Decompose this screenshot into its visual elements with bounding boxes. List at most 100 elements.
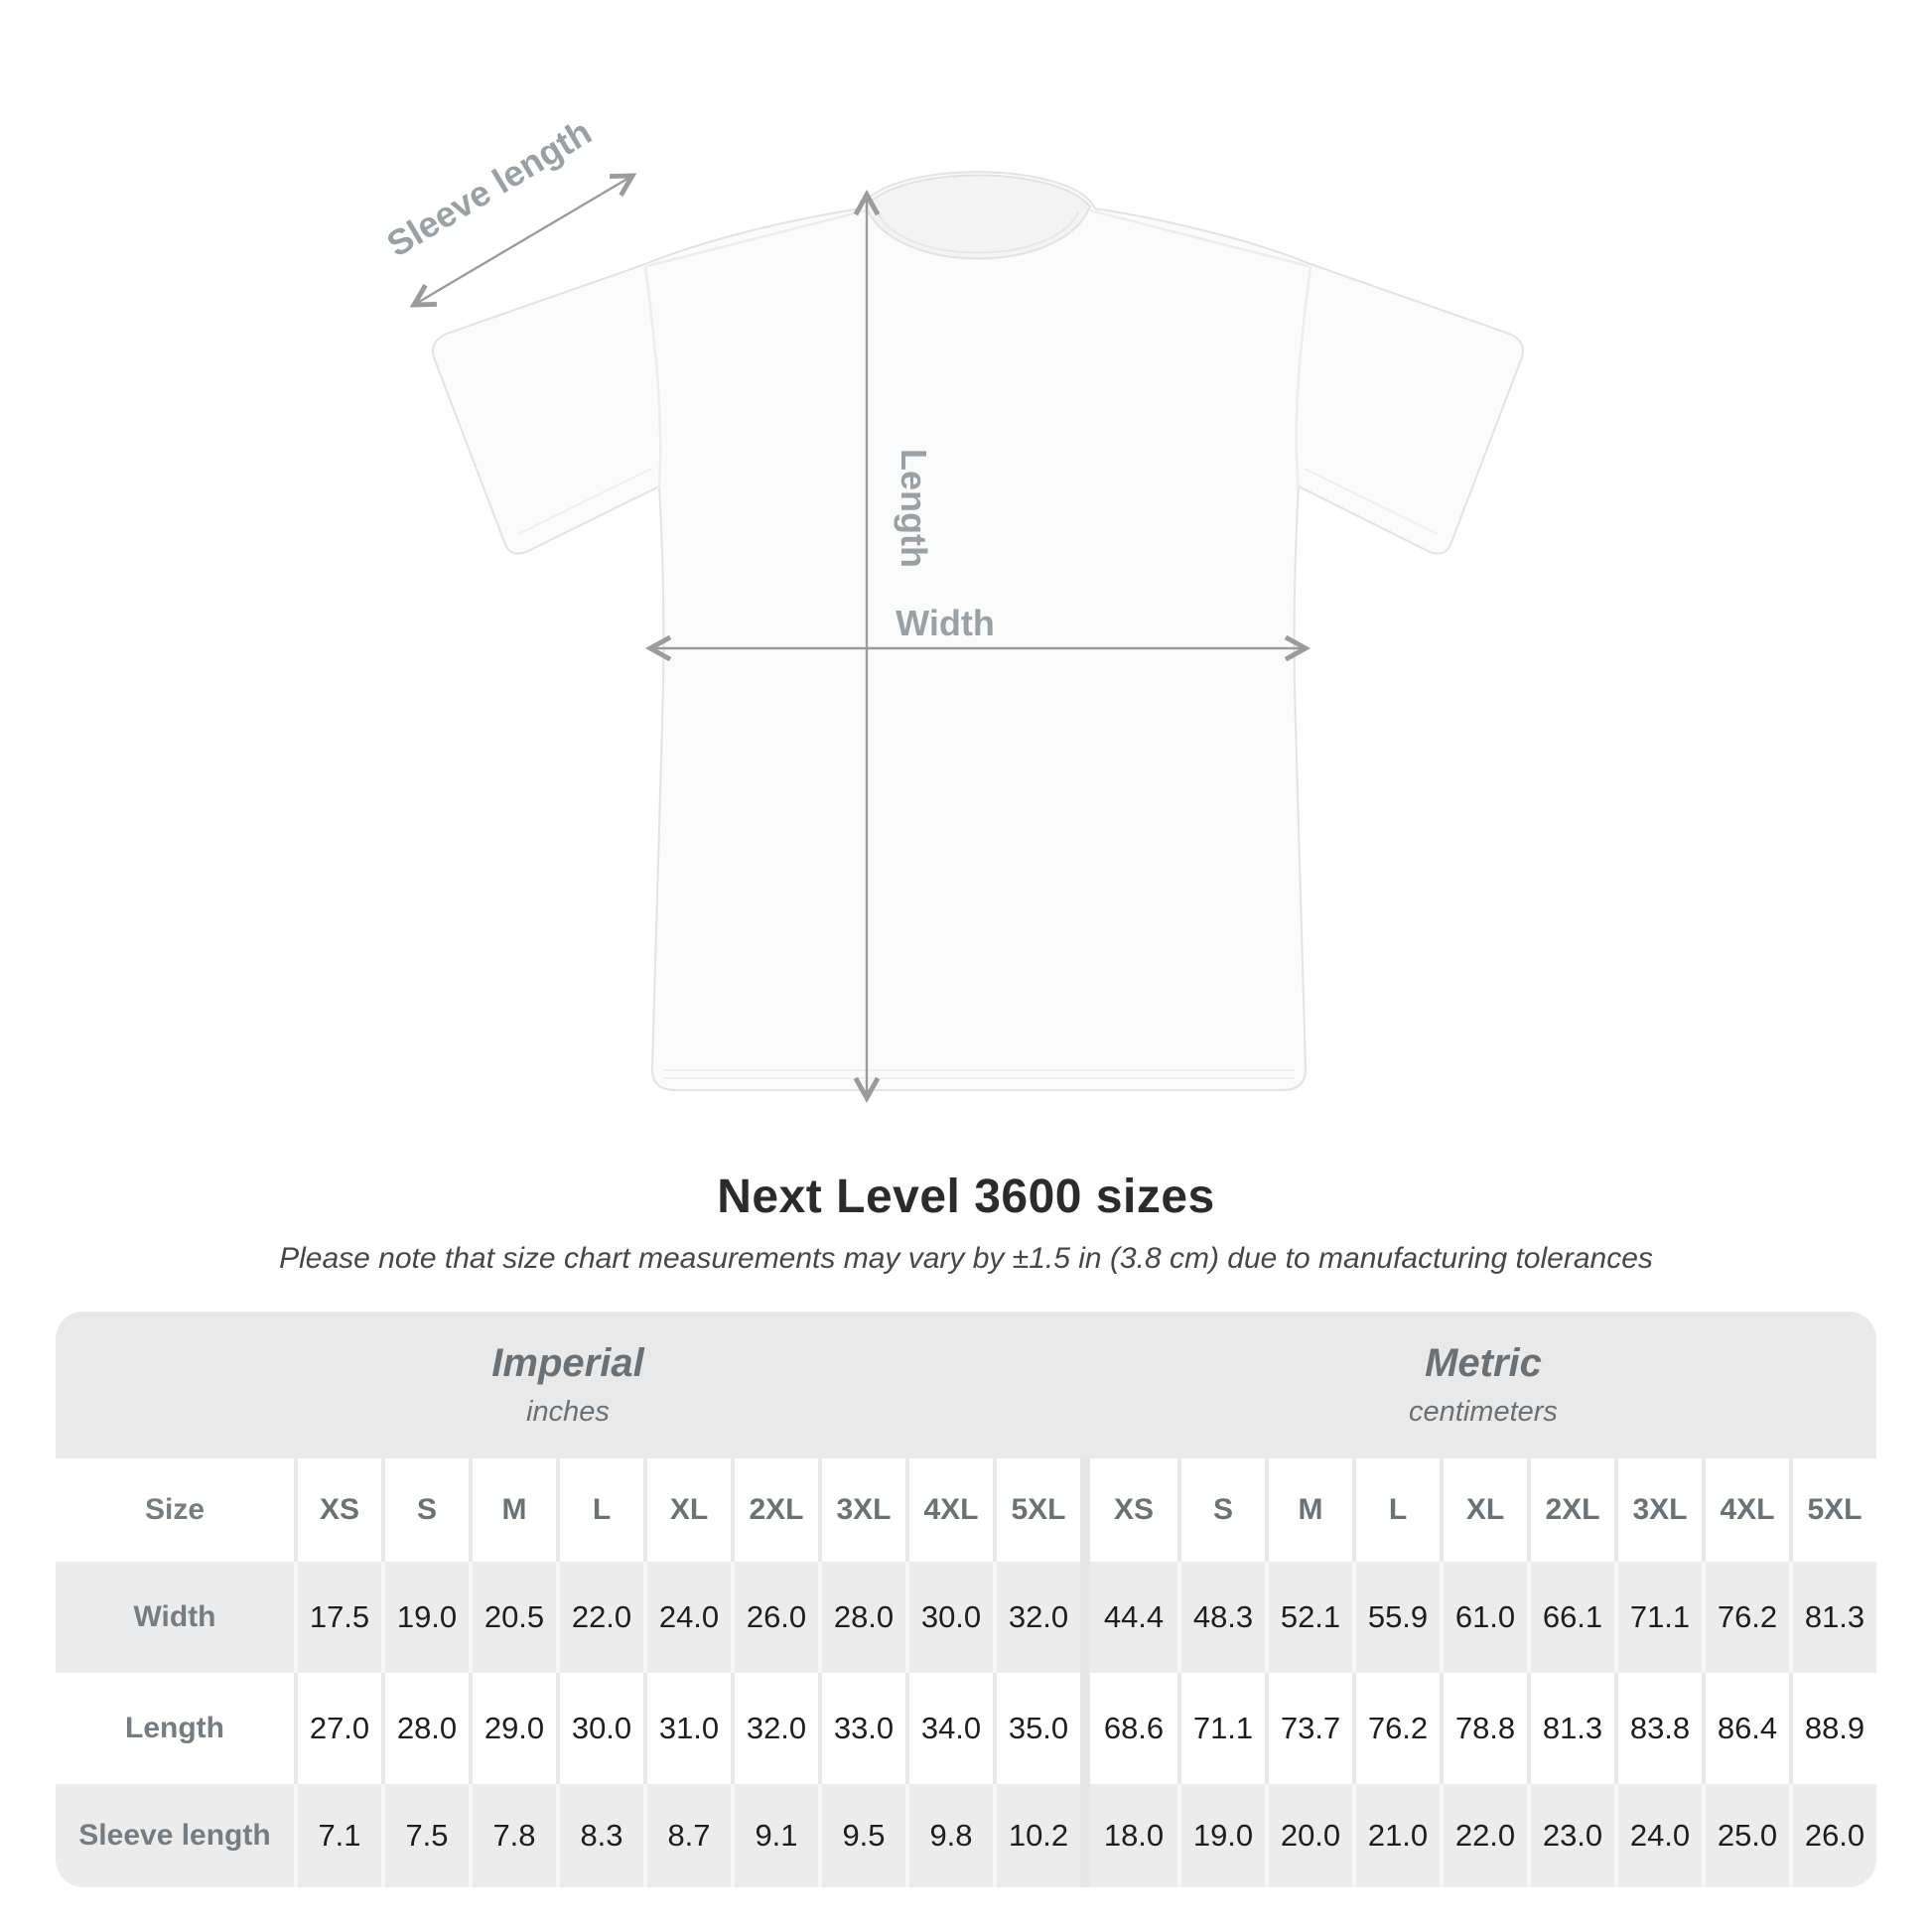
unit-system-divider bbox=[1080, 1784, 1090, 1887]
table-cell: 19.0 bbox=[381, 1562, 469, 1673]
table-row: Sleeve length 7.1 7.5 7.8 8.3 8.7 9.1 9.5 9.8 10… bbox=[56, 1784, 1876, 1887]
table-cell: 55.9 bbox=[1352, 1562, 1440, 1673]
size-column-header: L bbox=[1352, 1458, 1440, 1562]
width-label: Width bbox=[896, 603, 995, 643]
table-cell: 9.1 bbox=[731, 1784, 818, 1887]
table-cell: 71.1 bbox=[1614, 1562, 1702, 1673]
table-cell: 24.0 bbox=[643, 1562, 731, 1673]
table-cell: 66.1 bbox=[1527, 1562, 1614, 1673]
table-cell: 10.2 bbox=[993, 1784, 1080, 1887]
imperial-unit: inches bbox=[526, 1396, 610, 1428]
collar bbox=[864, 174, 1092, 260]
table-cell: 34.0 bbox=[905, 1673, 993, 1784]
table-cell: 23.0 bbox=[1527, 1784, 1614, 1887]
size-column-header: L bbox=[556, 1458, 643, 1562]
table-cell: 8.3 bbox=[556, 1784, 643, 1887]
unit-system-divider bbox=[1080, 1562, 1090, 1673]
unit-system-divider bbox=[1080, 1673, 1090, 1784]
table-cell: 20.5 bbox=[469, 1562, 556, 1673]
table-cell: 48.3 bbox=[1177, 1562, 1265, 1673]
table-cell: 52.1 bbox=[1265, 1562, 1352, 1673]
table-cell: 71.1 bbox=[1177, 1673, 1265, 1784]
table-cell: 30.0 bbox=[556, 1673, 643, 1784]
table-cell: 17.5 bbox=[294, 1562, 381, 1673]
row-label: Sleeve length bbox=[78, 1819, 271, 1852]
table-cell: 68.6 bbox=[1103, 1711, 1165, 1745]
table-cell: 28.0 bbox=[381, 1673, 469, 1784]
unit-system-divider bbox=[1080, 1458, 1090, 1562]
size-column-header: S bbox=[1177, 1458, 1265, 1562]
tshirt-measurement-diagram: Sleeve length Length Width bbox=[380, 111, 1525, 1104]
table-cell: 73.7 bbox=[1265, 1673, 1352, 1784]
table-cell: 22.0 bbox=[556, 1562, 643, 1673]
table-row: Width 17.5 19.0 20.5 22.0 24.0 26.0 28.0 30.0 32… bbox=[56, 1562, 1876, 1673]
size-column-header: 4XL bbox=[905, 1458, 993, 1562]
table-cell: 26.0 bbox=[1789, 1784, 1876, 1887]
sleeve-length-label: Sleeve length bbox=[380, 111, 599, 265]
size-column-header: XL bbox=[643, 1458, 731, 1562]
table-cell: 29.0 bbox=[469, 1673, 556, 1784]
metric-title: Metric bbox=[1425, 1341, 1542, 1385]
sleeve-length-arrow: Sleeve length bbox=[380, 111, 637, 308]
size-header-label: Size bbox=[144, 1493, 206, 1526]
width-arrow: Width bbox=[644, 603, 1311, 662]
size-column-header: XS bbox=[1113, 1493, 1155, 1526]
table-cell: 33.0 bbox=[818, 1673, 905, 1784]
table-cell: 83.8 bbox=[1614, 1673, 1702, 1784]
table-cell: 26.0 bbox=[731, 1562, 818, 1673]
table-cell: 24.0 bbox=[1614, 1784, 1702, 1887]
size-column-header: XL bbox=[1440, 1458, 1527, 1562]
table-cell: 22.0 bbox=[1440, 1784, 1527, 1887]
table-cell: 7.8 bbox=[469, 1784, 556, 1887]
length-label: Length bbox=[894, 449, 934, 568]
table-cell: 81.3 bbox=[1789, 1562, 1876, 1673]
table-cell: 61.0 bbox=[1440, 1562, 1527, 1673]
size-column-header: 3XL bbox=[1614, 1458, 1702, 1562]
table-cell: 32.0 bbox=[993, 1562, 1080, 1673]
table-cell: 76.2 bbox=[1352, 1673, 1440, 1784]
table-cell: 9.8 bbox=[905, 1784, 993, 1887]
size-column-header: 4XL bbox=[1702, 1458, 1789, 1562]
table-cell: 20.0 bbox=[1265, 1784, 1352, 1887]
size-column-header: S bbox=[381, 1458, 469, 1562]
table-cell: 7.1 bbox=[294, 1784, 381, 1887]
table-cell: 76.2 bbox=[1702, 1562, 1789, 1673]
table-cell: 81.3 bbox=[1527, 1673, 1614, 1784]
table-cell: 19.0 bbox=[1177, 1784, 1265, 1887]
table-cell: 31.0 bbox=[643, 1673, 731, 1784]
size-column-header: M bbox=[469, 1458, 556, 1562]
table-row: Length 27.0 28.0 29.0 30.0 31.0 32.0 33.0 34.0 3… bbox=[56, 1673, 1876, 1784]
size-column-header: 5XL bbox=[1789, 1458, 1876, 1562]
table-cell: 44.4 bbox=[1103, 1599, 1165, 1634]
row-label: Length bbox=[125, 1712, 224, 1744]
table-cell: 30.0 bbox=[905, 1562, 993, 1673]
table-cell: 21.0 bbox=[1352, 1784, 1440, 1887]
imperial-header: Imperial inches bbox=[56, 1311, 1080, 1458]
table-cell: 78.8 bbox=[1440, 1673, 1527, 1784]
row-label: Width bbox=[133, 1600, 216, 1633]
unit-system-header-row: Imperial inches Metric centimeters bbox=[56, 1311, 1876, 1458]
size-table: Imperial inches Metric centimeters Size … bbox=[56, 1311, 1876, 1887]
table-cell: 8.7 bbox=[643, 1784, 731, 1887]
table-cell: 25.0 bbox=[1702, 1784, 1789, 1887]
table-cell: 18.0 bbox=[1103, 1818, 1165, 1853]
size-header-row: Size XS S M L XL 2XL 3XL 4XL 5XL XS S M L XL 2XL 3XL 4XL… bbox=[56, 1458, 1876, 1562]
size-column-header: M bbox=[1265, 1458, 1352, 1562]
tshirt-graphic bbox=[431, 171, 1525, 1091]
table-cell: 28.0 bbox=[818, 1562, 905, 1673]
page-title: Next Level 3600 sizes bbox=[717, 1171, 1215, 1223]
table-cell: 86.4 bbox=[1702, 1673, 1789, 1784]
size-column-header: 2XL bbox=[731, 1458, 818, 1562]
size-column-header: 5XL bbox=[993, 1458, 1080, 1562]
metric-header: Metric centimeters bbox=[1090, 1311, 1876, 1458]
table-cell: 32.0 bbox=[731, 1673, 818, 1784]
unit-system-divider bbox=[1080, 1311, 1090, 1458]
size-column-header: XS bbox=[294, 1458, 381, 1562]
page-subtitle: Please note that size chart measurements… bbox=[279, 1242, 1653, 1275]
size-column-header: 3XL bbox=[818, 1458, 905, 1562]
table-cell: 88.9 bbox=[1789, 1673, 1876, 1784]
size-column-header: 2XL bbox=[1527, 1458, 1614, 1562]
table-cell: 27.0 bbox=[294, 1673, 381, 1784]
table-cell: 7.5 bbox=[381, 1784, 469, 1887]
imperial-title: Imperial bbox=[491, 1341, 644, 1385]
